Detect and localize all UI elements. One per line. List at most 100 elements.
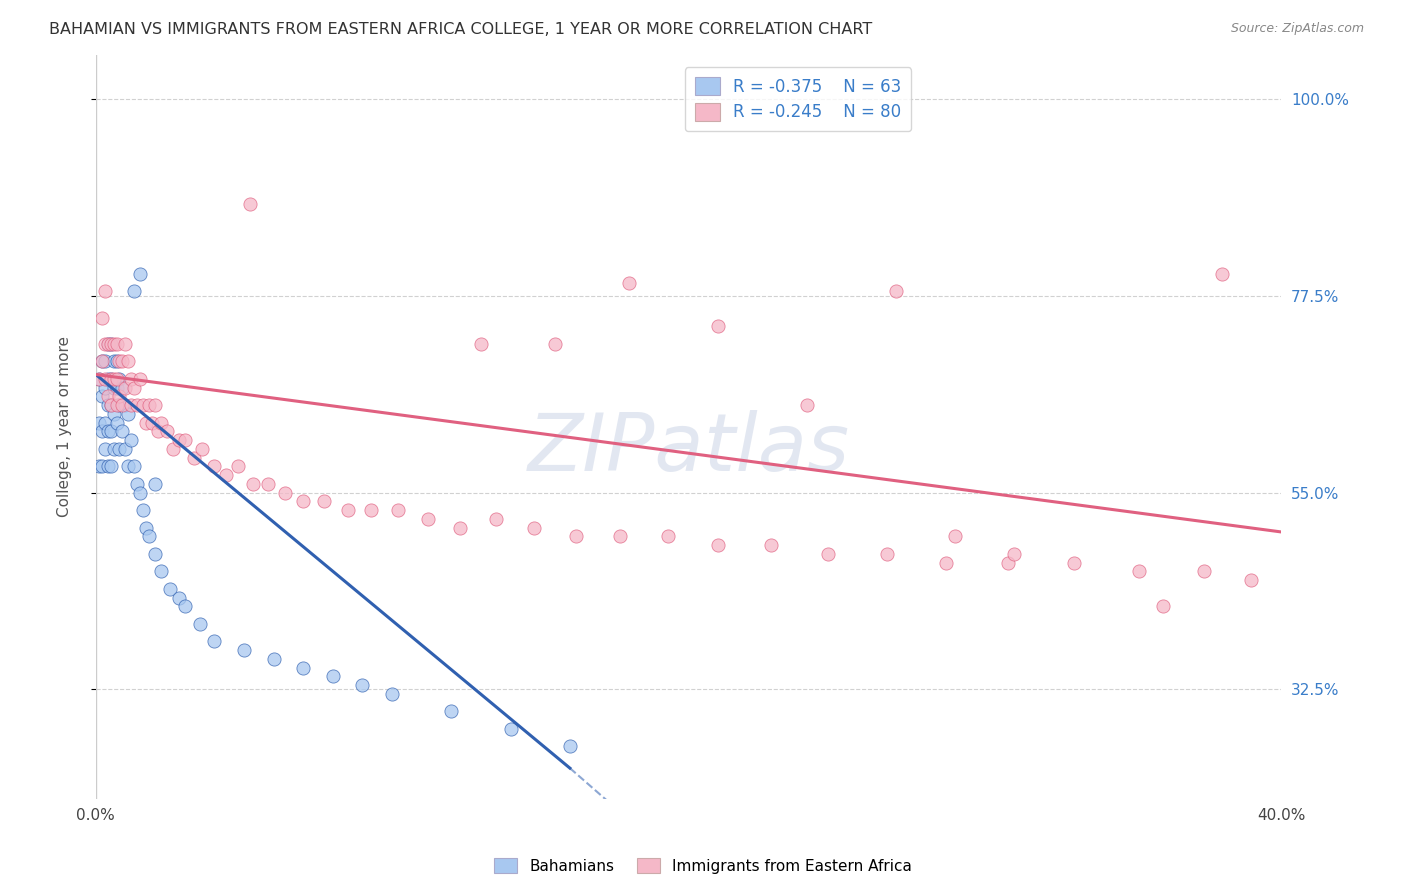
Point — [100, 372, 122, 386]
Point — [617, 276, 640, 290]
Point — [135, 520, 157, 534]
Point — [127, 398, 149, 412]
Point — [87, 372, 110, 386]
Point — [108, 442, 131, 456]
Point — [143, 398, 166, 412]
Point — [124, 381, 146, 395]
Point — [997, 556, 1019, 570]
Point — [120, 372, 142, 386]
Point — [336, 503, 359, 517]
Point — [93, 336, 115, 351]
Point — [93, 416, 115, 430]
Point — [943, 529, 966, 543]
Point — [149, 564, 172, 578]
Point — [97, 372, 120, 386]
Point — [156, 425, 179, 439]
Point — [129, 267, 152, 281]
Point — [143, 547, 166, 561]
Point — [108, 389, 131, 403]
Point — [167, 591, 190, 605]
Legend: R = -0.375    N = 63, R = -0.245    N = 80: R = -0.375 N = 63, R = -0.245 N = 80 — [685, 67, 911, 131]
Point — [470, 336, 492, 351]
Point — [97, 389, 120, 403]
Point — [274, 485, 297, 500]
Point — [263, 652, 285, 666]
Point — [114, 398, 136, 412]
Point — [105, 372, 128, 386]
Point — [1152, 599, 1174, 614]
Point — [146, 425, 169, 439]
Point — [114, 336, 136, 351]
Point — [108, 398, 131, 412]
Point — [239, 197, 262, 211]
Point — [167, 433, 190, 447]
Point — [124, 459, 146, 474]
Point — [97, 336, 120, 351]
Point — [215, 468, 238, 483]
Point — [312, 494, 335, 508]
Point — [1240, 573, 1263, 587]
Point — [523, 520, 546, 534]
Point — [159, 582, 181, 596]
Point — [558, 739, 581, 754]
Point — [449, 520, 471, 534]
Point — [93, 381, 115, 395]
Point — [87, 416, 110, 430]
Point — [440, 704, 463, 718]
Point — [132, 398, 155, 412]
Legend: Bahamians, Immigrants from Eastern Africa: Bahamians, Immigrants from Eastern Afric… — [488, 852, 918, 880]
Point — [256, 476, 278, 491]
Point — [103, 354, 125, 368]
Point — [103, 372, 125, 386]
Point — [1002, 547, 1025, 561]
Point — [609, 529, 631, 543]
Point — [120, 398, 142, 412]
Point — [124, 285, 146, 299]
Point — [565, 529, 588, 543]
Point — [132, 503, 155, 517]
Point — [105, 336, 128, 351]
Point — [105, 398, 128, 412]
Text: ZIPatlas: ZIPatlas — [527, 410, 849, 488]
Point — [117, 354, 139, 368]
Point — [93, 372, 115, 386]
Point — [188, 616, 211, 631]
Point — [761, 538, 783, 552]
Point — [93, 354, 115, 368]
Point — [416, 512, 439, 526]
Point — [183, 450, 205, 465]
Point — [100, 336, 122, 351]
Point — [93, 442, 115, 456]
Text: Source: ZipAtlas.com: Source: ZipAtlas.com — [1230, 22, 1364, 36]
Point — [87, 459, 110, 474]
Point — [360, 503, 382, 517]
Point — [97, 425, 120, 439]
Point — [100, 372, 122, 386]
Y-axis label: College, 1 year or more: College, 1 year or more — [58, 336, 72, 517]
Point — [191, 442, 214, 456]
Point — [173, 599, 195, 614]
Point — [544, 336, 567, 351]
Point — [1128, 564, 1150, 578]
Point — [111, 354, 134, 368]
Point — [485, 512, 508, 526]
Point — [111, 398, 134, 412]
Point — [108, 354, 131, 368]
Point — [707, 538, 730, 552]
Point — [105, 381, 128, 395]
Point — [103, 442, 125, 456]
Point — [111, 381, 134, 395]
Point — [233, 643, 256, 657]
Point — [127, 476, 149, 491]
Point — [100, 425, 122, 439]
Point — [292, 494, 315, 508]
Point — [87, 372, 110, 386]
Point — [100, 398, 122, 412]
Text: BAHAMIAN VS IMMIGRANTS FROM EASTERN AFRICA COLLEGE, 1 YEAR OR MORE CORRELATION C: BAHAMIAN VS IMMIGRANTS FROM EASTERN AFRI… — [49, 22, 873, 37]
Point — [796, 398, 818, 412]
Point — [117, 407, 139, 421]
Point — [103, 381, 125, 395]
Point — [97, 459, 120, 474]
Point — [129, 372, 152, 386]
Point — [876, 547, 898, 561]
